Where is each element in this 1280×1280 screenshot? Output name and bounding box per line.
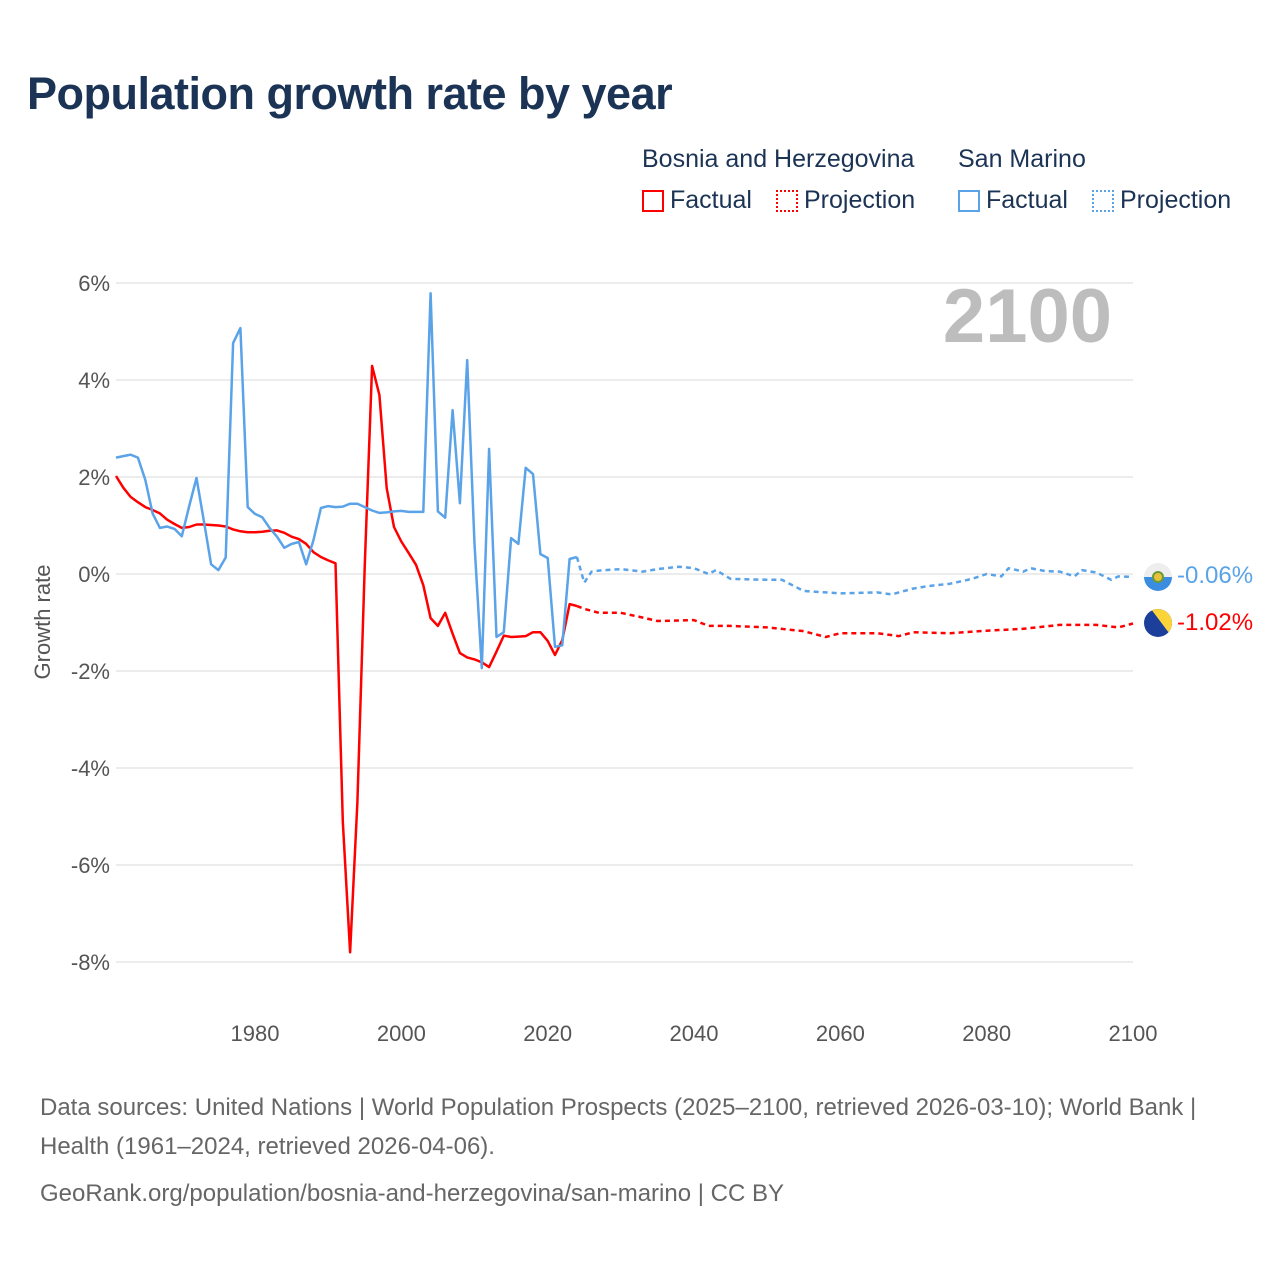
credit-link[interactable]: GeoRank.org/population/bosnia-and-herzeg… [40, 1180, 784, 1207]
bosnia-factual-line [114, 364, 578, 954]
legend-country-bosnia: Bosnia and Herzegovina [642, 145, 915, 173]
legend-swatch-dotted-blue [1092, 189, 1114, 212]
legend-label: Factual [986, 186, 1068, 214]
legend-swatch-solid-blue [958, 189, 980, 212]
data-sources: Data sources: United Nations | World Pop… [40, 1094, 1197, 1160]
legend-bosnia-projection[interactable]: Projection [776, 186, 915, 215]
san-marino-factual-line [115, 291, 578, 670]
y-tick-label: 0% [78, 562, 110, 587]
legend-label: Factual [670, 186, 752, 214]
legend-label: Projection [1120, 186, 1232, 214]
legend-swatch-dotted-red [776, 189, 798, 212]
x-tick-label: 2040 [670, 1021, 719, 1046]
y-axis-label: Growth rate [30, 565, 55, 680]
legend-swatch-solid-red [642, 189, 664, 212]
footer: Data sources: United Nations | World Pop… [40, 1088, 1240, 1213]
y-tick-label: -2% [71, 659, 110, 684]
x-tick-label: 2000 [377, 1021, 426, 1046]
bosnia-flag-icon [1144, 609, 1172, 637]
x-tick-label: 2080 [962, 1021, 1011, 1046]
legend-san-marino-factual[interactable]: Factual [958, 186, 1068, 215]
san-marino-flag-icon [1144, 563, 1172, 591]
y-tick-label: 4% [78, 368, 110, 393]
x-tick-label: 2100 [1109, 1021, 1158, 1046]
bosnia-projection-line [576, 604, 1134, 639]
y-tick-label: -6% [71, 853, 110, 878]
y-tick-label: -4% [71, 756, 110, 781]
page-title: Population growth rate by year [27, 68, 673, 119]
x-tick-label: 1980 [231, 1021, 280, 1046]
year-display: 2100 [943, 274, 1112, 359]
y-tick-label: 2% [78, 465, 110, 490]
y-tick-label: -8% [71, 950, 110, 975]
legend-country-san-marino: San Marino [958, 145, 1086, 173]
san-marino-projection-line [575, 556, 1134, 596]
legend-san-marino-projection[interactable]: Projection [1092, 186, 1231, 215]
y-tick-label: 6% [78, 271, 110, 296]
x-tick-label: 2020 [523, 1021, 572, 1046]
legend-bosnia-factual[interactable]: Factual [642, 186, 752, 215]
end-label-bosnia: -1.02% [1177, 609, 1253, 636]
x-tick-label: 2060 [816, 1021, 865, 1046]
end-label-san-marino: -0.06% [1177, 562, 1253, 589]
legend-label: Projection [804, 186, 916, 214]
